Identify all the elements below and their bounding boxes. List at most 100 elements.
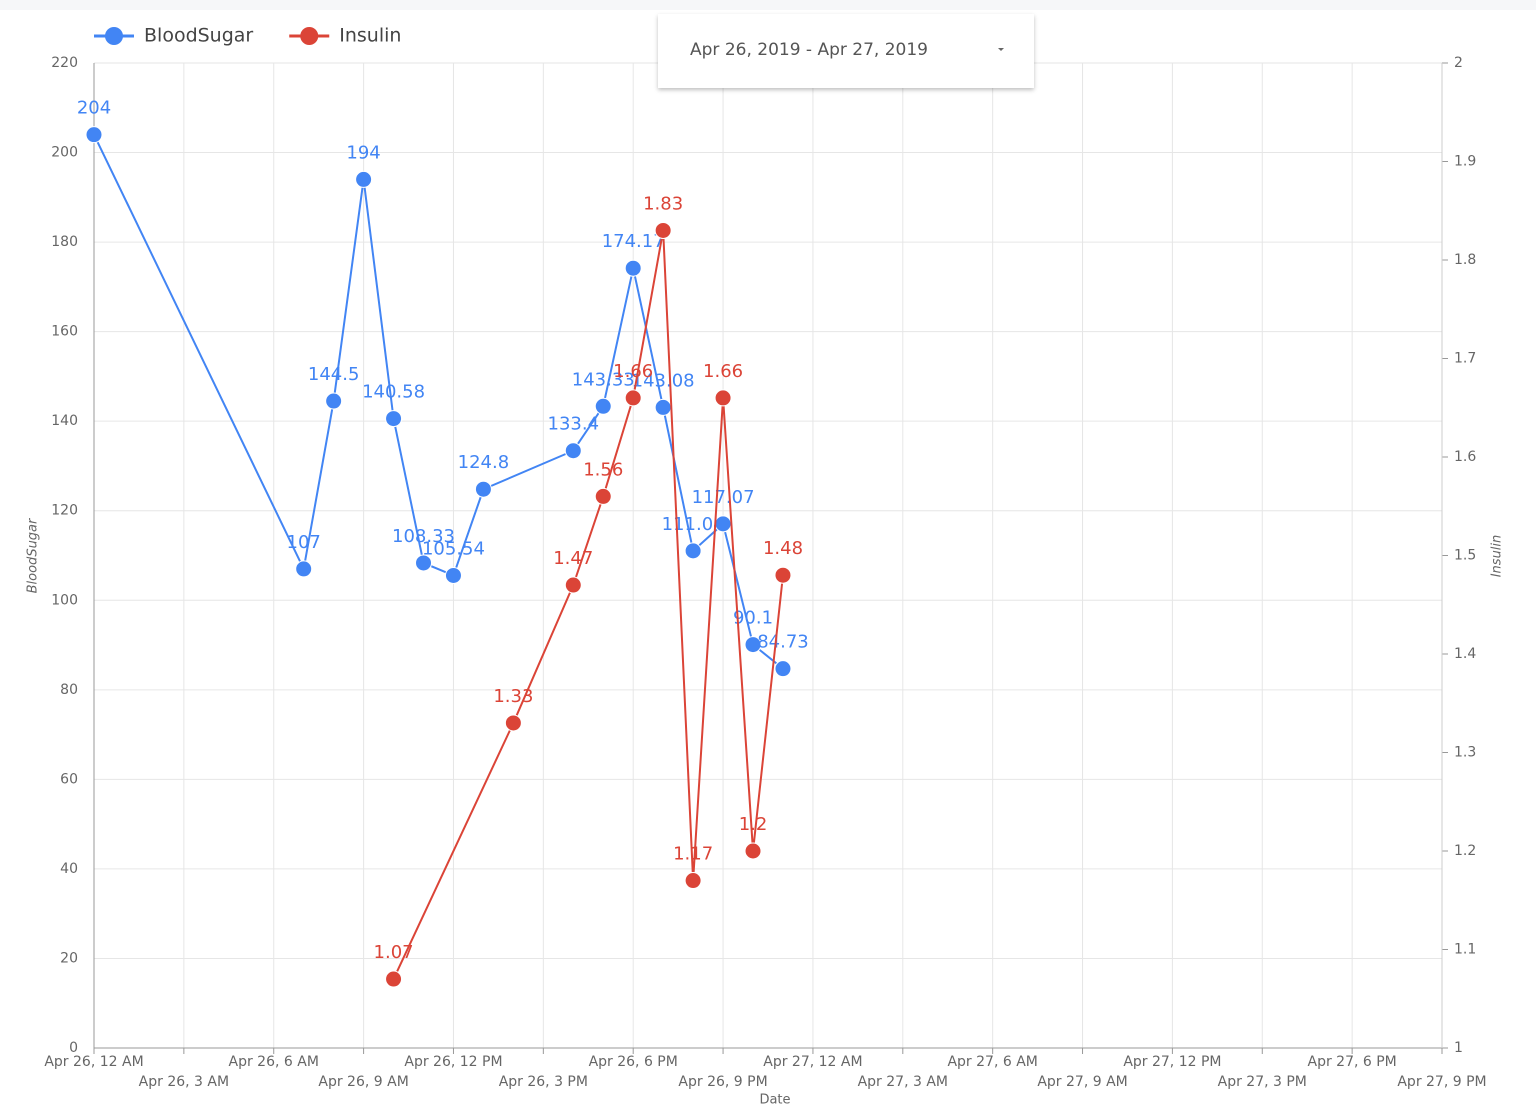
- series-line: [392, 230, 784, 980]
- data-label: 1.48: [763, 538, 803, 559]
- legend-marker: [300, 27, 319, 45]
- data-label: 1.17: [673, 844, 713, 865]
- dropdown-arrow: [998, 48, 1004, 54]
- x-tick-label: Apr 26, 12 AM: [44, 1054, 143, 1070]
- data-label: 117.07: [692, 487, 755, 508]
- data-point: [85, 126, 103, 144]
- data-label: 1.66: [613, 361, 653, 382]
- y-tick-label: 180: [51, 234, 78, 250]
- data-point: [774, 660, 792, 678]
- data-label: 1.2: [739, 814, 768, 835]
- data-label: 1.33: [493, 686, 533, 707]
- data-point: [624, 259, 642, 277]
- x-tick-label: Apr 27, 6 AM: [947, 1054, 1037, 1070]
- data-label: 1.83: [643, 193, 683, 214]
- data-label: 124.8: [458, 452, 510, 473]
- y-tick-label: 200: [51, 145, 78, 161]
- data-point: [325, 392, 343, 410]
- y-tick-label: 120: [51, 503, 78, 519]
- data-label: 84.73: [757, 632, 809, 653]
- data-point: [564, 442, 582, 460]
- y2-tick-label: 1.7: [1454, 351, 1476, 367]
- data-label: 1.66: [703, 361, 743, 382]
- y2-tick-label: 1.5: [1454, 548, 1476, 564]
- y-tick-label: 100: [51, 592, 78, 608]
- x-tick-label: Apr 26, 3 AM: [139, 1074, 229, 1090]
- x-tick-label: Apr 26, 6 PM: [589, 1054, 678, 1070]
- data-point: [355, 170, 373, 188]
- data-label: 1.56: [583, 459, 623, 480]
- data-label: 194: [346, 142, 380, 163]
- data-label: 107: [287, 532, 321, 553]
- data-point: [714, 389, 732, 407]
- data-label: 133.4: [548, 414, 600, 435]
- y-axis-title: BloodSugar: [26, 517, 41, 593]
- y2-tick-label: 1.1: [1454, 942, 1476, 958]
- x-axis-title: Date: [759, 1093, 790, 1104]
- date-range-picker[interactable]: Apr 26, 2019 - Apr 27, 2019: [658, 14, 1034, 88]
- data-point: [774, 566, 792, 584]
- data-point: [385, 970, 403, 988]
- x-tick-label: Apr 26, 9 PM: [678, 1074, 767, 1090]
- data-label: 174.17: [602, 231, 665, 252]
- data-point: [594, 487, 612, 505]
- data-point: [744, 636, 762, 654]
- x-tick-label: Apr 26, 9 AM: [318, 1074, 408, 1090]
- x-tick-label: Apr 27, 9 PM: [1397, 1074, 1486, 1090]
- y2-tick-label: 2: [1454, 55, 1463, 71]
- data-label: 90.1: [733, 608, 773, 629]
- data-point: [385, 410, 403, 428]
- data-label: 108.33: [392, 526, 455, 547]
- data-point: [654, 221, 672, 239]
- data-point: [684, 872, 702, 890]
- data-point: [654, 398, 672, 416]
- data-label: 1.07: [374, 942, 414, 963]
- data-point: [415, 554, 433, 572]
- data-label: 143.33: [572, 369, 635, 390]
- y2-tick-label: 1.4: [1454, 646, 1476, 662]
- y2-tick-label: 1.9: [1454, 154, 1476, 170]
- data-point: [564, 576, 582, 594]
- y2-tick-label: 1: [1454, 1040, 1463, 1056]
- data-point: [504, 714, 522, 732]
- x-tick-label: Apr 26, 12 PM: [404, 1054, 502, 1070]
- series-line: [93, 134, 784, 670]
- y-tick-label: 140: [51, 413, 78, 429]
- legend-label: BloodSugar: [144, 25, 253, 47]
- data-point: [714, 515, 732, 533]
- data-label: 140.58: [362, 382, 425, 403]
- y2-tick-label: 1.6: [1454, 449, 1476, 465]
- top-bar: [0, 0, 1536, 10]
- date-range: Apr 26, 2019 - Apr 27, 2019: [690, 40, 928, 60]
- data-point: [295, 560, 313, 578]
- data-label: 105.54: [422, 538, 485, 559]
- y-tick-label: 0: [69, 1040, 78, 1056]
- x-tick-label: Apr 27, 6 PM: [1308, 1054, 1397, 1070]
- data-label: 144.5: [308, 364, 360, 385]
- data-label: 204: [77, 98, 111, 119]
- x-tick-label: Apr 26, 6 AM: [229, 1054, 319, 1070]
- y-tick-label: 160: [51, 324, 78, 340]
- data-label: 143.08: [632, 370, 695, 391]
- y2-tick-label: 1.3: [1454, 745, 1476, 761]
- y2-axis-title: Insulin: [1490, 535, 1505, 578]
- x-tick-label: Apr 27, 12 AM: [763, 1054, 862, 1070]
- data-point: [594, 397, 612, 415]
- data-point: [744, 842, 762, 860]
- x-tick-label: Apr 27, 12 PM: [1123, 1054, 1221, 1070]
- y-tick-label: 220: [51, 55, 78, 71]
- data-point: [474, 480, 492, 498]
- data-label: 1.47: [553, 548, 593, 569]
- x-tick-label: Apr 27, 9 AM: [1037, 1074, 1127, 1090]
- y-tick-label: 80: [60, 682, 78, 698]
- data-point: [624, 389, 642, 407]
- data-point: [684, 542, 702, 560]
- y2-tick-label: 1.8: [1454, 252, 1476, 268]
- x-tick-label: Apr 26, 3 PM: [499, 1074, 588, 1090]
- y-tick-label: 40: [60, 861, 78, 877]
- y-tick-label: 20: [60, 950, 78, 966]
- legend-label: Insulin: [339, 25, 401, 47]
- legend-marker: [105, 27, 123, 45]
